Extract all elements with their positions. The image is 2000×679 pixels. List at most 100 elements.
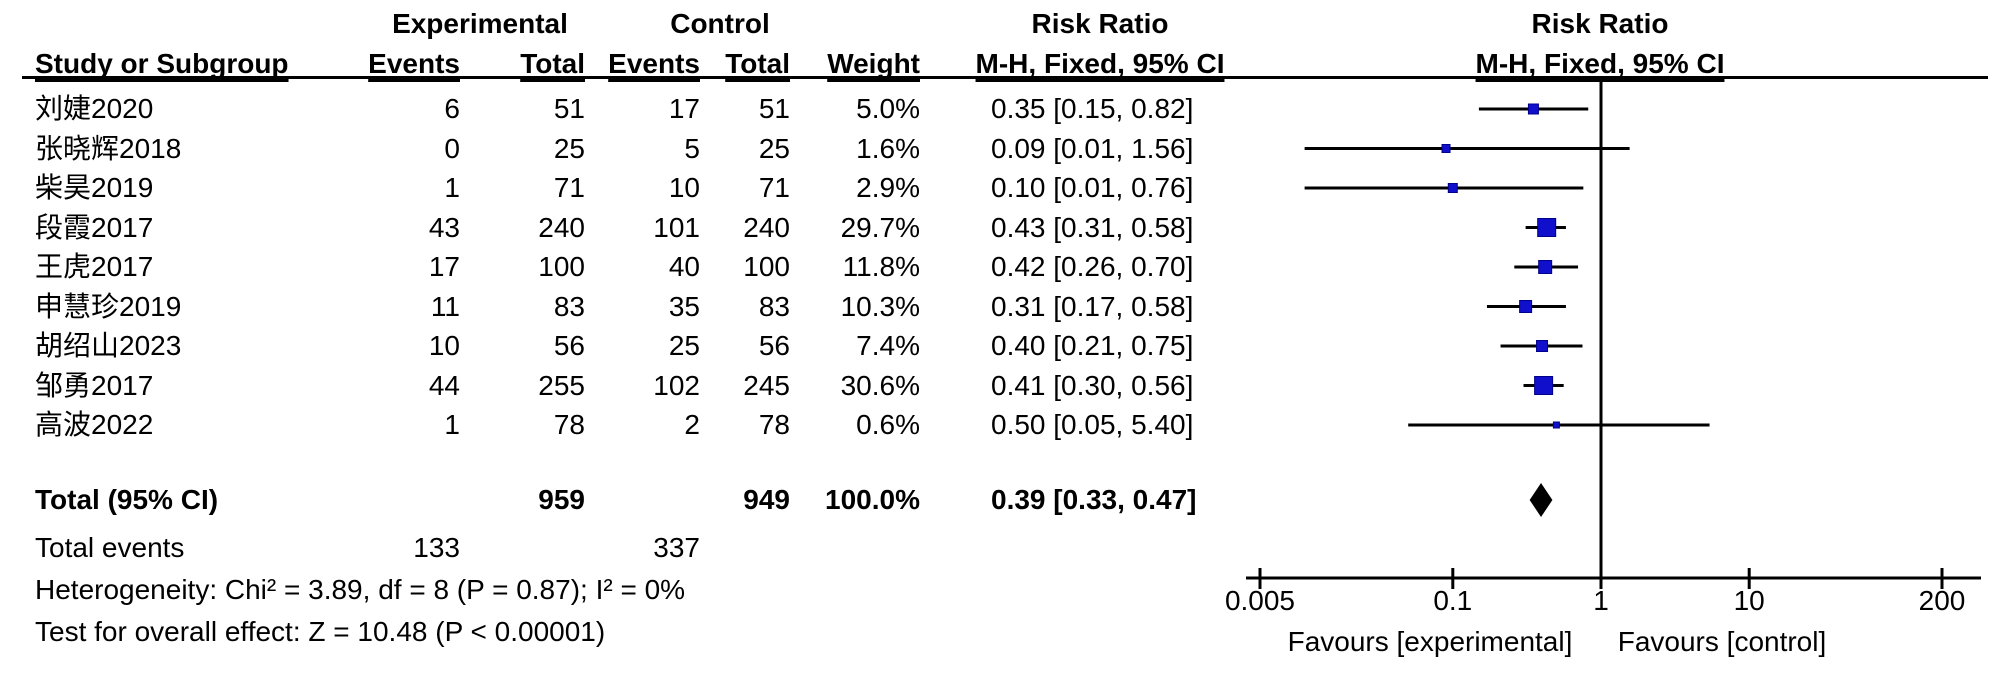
ctrl-total-value: 240 [743,211,790,243]
weight-square [1552,421,1560,429]
exp-events-value: 44 [428,369,460,401]
study-label: 高波2022 [35,409,154,440]
exp-events-value: 10 [428,330,460,361]
header-study-or-subgroup: Study or Subgroup [35,48,289,79]
ctrl-events-value: 10 [668,172,700,203]
weight-value: 2.9% [856,172,920,203]
weight-square [1538,260,1553,274]
ctrl-total-value: 78 [758,409,790,440]
study-label: 邹勇2017 [35,369,154,401]
ctrl-total-value: 56 [758,330,790,361]
rr-ci-value: 0.50 [0.05, 5.40] [991,409,1194,440]
weight-square [1537,218,1557,237]
header-divider-line [22,76,1988,79]
rr-ci-value: 0.43 [0.31, 0.58] [991,211,1194,243]
header-ctrl-total: Total [725,48,790,79]
total-row-label: Total (95% CI) [35,484,219,515]
ctrl-total-value: 83 [758,290,790,322]
favours-experimental-label: Favours [experimental] [1287,626,1573,657]
exp-total-value: 255 [538,369,585,401]
rr-ci-value: 0.40 [0.21, 0.75] [991,330,1194,361]
study-label: 张晓辉2018 [35,132,182,164]
ctrl-events-value: 5 [684,132,700,164]
total-ctrl-total: 949 [743,484,790,515]
total-rr-ci: 0.39 [0.33, 0.47] [991,484,1197,515]
ctrl-total-value: 100 [743,251,790,282]
exp-total-value: 78 [553,409,585,440]
heterogeneity-text: Heterogeneity: Chi² = 3.89, df = 8 (P = … [35,574,686,605]
weight-square [1519,300,1533,313]
header-control-group: Control [670,8,770,39]
ctrl-events-value: 101 [653,211,700,243]
exp-events-value: 17 [428,251,460,282]
exp-total-value: 100 [538,251,585,282]
exp-events-value: 6 [444,93,460,124]
ctrl-total-value: 245 [743,369,790,401]
ctrl-events-value: 2 [684,409,700,440]
weight-value: 0.6% [856,409,920,440]
ctrl-events-value: 35 [668,290,700,322]
ctrl-events-value: 102 [653,369,700,401]
weight-value: 1.6% [856,132,920,164]
header-experimental-group: Experimental [392,8,568,39]
header-weight: Weight [827,48,920,79]
weight-value: 29.7% [840,211,920,243]
total-events-ctrl: 337 [653,532,700,563]
axis-tick-label: 1 [1593,585,1609,616]
ctrl-events-value: 25 [668,330,700,361]
total-exp-total: 959 [538,484,585,515]
weight-square [1536,340,1549,352]
rr-ci-value: 0.09 [0.01, 1.56] [991,132,1194,164]
header-ctrl-events: Events [608,48,700,79]
weight-value: 30.6% [840,369,920,401]
study-label: 柴昊2019 [35,172,154,203]
header-risk-ratio-left: Risk Ratio [1031,8,1169,39]
weight-value: 11.8% [842,251,920,282]
exp-total-value: 56 [553,330,585,361]
axis-tick-label: 10 [1733,585,1765,616]
total-events-label: Total events [35,532,185,563]
study-label: 刘婕2020 [35,93,154,124]
rr-ci-value: 0.41 [0.30, 0.56] [991,369,1194,401]
header-risk-ratio-right: Risk Ratio [1531,8,1669,39]
header-mh-fixed-ci-right: M-H, Fixed, 95% CI [1475,48,1725,79]
exp-total-value: 51 [553,93,585,124]
ctrl-total-value: 71 [758,172,790,203]
favours-control-label: Favours [control] [1617,626,1827,657]
ctrl-total-value: 25 [758,132,790,164]
header-exp-events: Events [368,48,460,79]
exp-events-value: 43 [428,211,460,243]
rr-ci-value: 0.10 [0.01, 0.76] [991,172,1194,203]
study-label: 胡绍山2023 [35,330,182,361]
total-events-exp: 133 [413,532,460,563]
weight-value: 7.4% [856,330,920,361]
rr-ci-value: 0.31 [0.17, 0.58] [991,290,1194,322]
exp-events-value: 0 [444,132,460,164]
ctrl-events-value: 17 [668,93,700,124]
exp-total-value: 25 [553,132,585,164]
exp-total-value: 83 [553,290,585,322]
weight-square [1527,103,1539,115]
axis-tick-label: 0.005 [1224,585,1296,616]
weight-value: 5.0% [856,93,920,124]
ctrl-events-value: 40 [668,251,700,282]
weight-square [1534,376,1554,395]
rr-ci-value: 0.42 [0.26, 0.70] [991,251,1194,282]
study-label: 申慧珍2019 [35,290,182,322]
exp-events-value: 11 [430,290,460,322]
axis-tick-label: 0.1 [1433,585,1473,616]
weight-value: 10.3% [840,290,920,322]
rr-ci-value: 0.35 [0.15, 0.82] [991,93,1194,124]
header-exp-total: Total [520,48,585,79]
exp-total-value: 240 [538,211,585,243]
ctrl-total-value: 51 [758,93,790,124]
study-label: 段霞2017 [35,211,154,243]
header-mh-fixed-ci-left: M-H, Fixed, 95% CI [975,48,1225,79]
exp-events-value: 1 [444,409,460,440]
weight-square [1447,183,1458,193]
study-label: 王虎2017 [35,251,154,282]
overall-effect-text: Test for overall effect: Z = 10.48 (P < … [35,616,606,647]
weight-square [1441,144,1451,153]
